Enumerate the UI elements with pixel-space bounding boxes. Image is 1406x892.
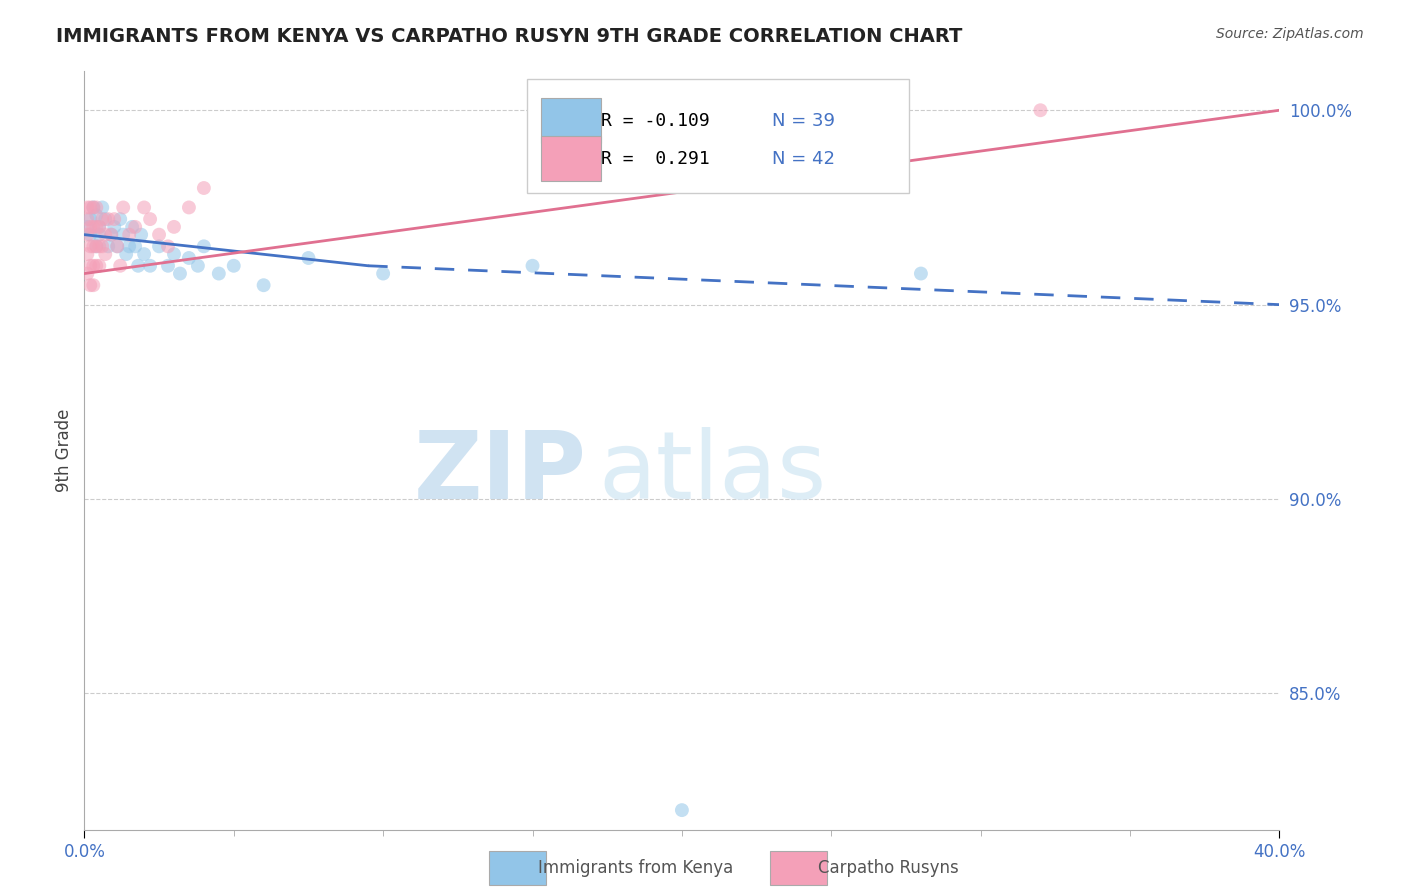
Point xyxy=(86,239,108,253)
Point xyxy=(297,251,319,265)
FancyBboxPatch shape xyxy=(541,136,600,181)
Point xyxy=(132,247,156,261)
Point xyxy=(148,227,170,242)
Text: R =  0.291: R = 0.291 xyxy=(600,150,710,168)
Point xyxy=(522,259,544,273)
Point xyxy=(79,227,101,242)
Point xyxy=(118,227,141,242)
FancyBboxPatch shape xyxy=(541,98,600,144)
Point xyxy=(222,259,245,273)
Point xyxy=(79,212,101,227)
Point xyxy=(124,239,146,253)
FancyBboxPatch shape xyxy=(527,79,910,193)
Text: atlas: atlas xyxy=(599,427,827,519)
Point xyxy=(157,239,180,253)
Point xyxy=(169,267,191,281)
Point xyxy=(86,219,108,234)
Point xyxy=(105,239,128,253)
Point xyxy=(193,239,215,253)
Text: N = 42: N = 42 xyxy=(772,150,835,168)
Point xyxy=(193,181,215,195)
Point xyxy=(163,219,186,234)
Point xyxy=(89,239,111,253)
Text: ZIP: ZIP xyxy=(413,427,586,519)
Point xyxy=(177,201,200,215)
Point xyxy=(79,239,101,253)
Point xyxy=(82,259,104,273)
Point xyxy=(110,212,132,227)
Point xyxy=(89,259,111,273)
Point xyxy=(91,201,114,215)
Point xyxy=(910,267,932,281)
Point xyxy=(177,251,200,265)
Point xyxy=(163,247,186,261)
Point xyxy=(97,239,120,253)
Point xyxy=(76,267,98,281)
Point xyxy=(148,239,170,253)
Point xyxy=(208,267,231,281)
Point xyxy=(112,201,135,215)
Point xyxy=(112,227,135,242)
Point xyxy=(129,227,152,242)
Point xyxy=(76,212,98,227)
Point xyxy=(86,259,108,273)
Text: R = -0.109: R = -0.109 xyxy=(600,112,710,129)
Point xyxy=(79,219,101,234)
Point xyxy=(89,219,111,234)
Point xyxy=(94,212,117,227)
Point xyxy=(100,227,122,242)
Point xyxy=(373,267,395,281)
Point xyxy=(82,201,104,215)
Point xyxy=(253,278,276,293)
Point xyxy=(91,239,114,253)
Point xyxy=(115,247,138,261)
Point xyxy=(76,227,98,242)
Point xyxy=(97,212,120,227)
Point xyxy=(76,201,98,215)
Point xyxy=(82,278,104,293)
Point xyxy=(1029,103,1052,118)
Point xyxy=(82,201,104,215)
Point xyxy=(100,227,122,242)
Point xyxy=(157,259,180,273)
Point xyxy=(89,219,111,234)
Y-axis label: 9th Grade: 9th Grade xyxy=(55,409,73,492)
Point xyxy=(127,259,149,273)
Point xyxy=(91,212,114,227)
Text: N = 39: N = 39 xyxy=(772,112,835,129)
Point xyxy=(89,227,111,242)
Text: Source: ZipAtlas.com: Source: ZipAtlas.com xyxy=(1216,27,1364,41)
Point xyxy=(132,201,156,215)
Point xyxy=(139,259,162,273)
Point xyxy=(82,239,104,253)
Point xyxy=(103,219,125,234)
Point xyxy=(82,219,104,234)
Point xyxy=(79,278,101,293)
Point xyxy=(124,219,146,234)
Point xyxy=(86,208,108,222)
Point xyxy=(187,259,209,273)
Point xyxy=(118,239,141,253)
Point xyxy=(86,201,108,215)
Point xyxy=(76,219,98,234)
Text: Carpatho Rusyns: Carpatho Rusyns xyxy=(818,859,959,877)
Point xyxy=(103,212,125,227)
Text: IMMIGRANTS FROM KENYA VS CARPATHO RUSYN 9TH GRADE CORRELATION CHART: IMMIGRANTS FROM KENYA VS CARPATHO RUSYN … xyxy=(56,27,963,45)
Point xyxy=(671,803,693,817)
Point xyxy=(121,219,143,234)
Point xyxy=(105,239,128,253)
Point xyxy=(76,247,98,261)
Point xyxy=(139,212,162,227)
Point xyxy=(86,239,108,253)
Point xyxy=(94,247,117,261)
Point xyxy=(79,259,101,273)
Point xyxy=(94,227,117,242)
Point xyxy=(79,201,101,215)
Text: Immigrants from Kenya: Immigrants from Kenya xyxy=(538,859,734,877)
Point xyxy=(110,259,132,273)
